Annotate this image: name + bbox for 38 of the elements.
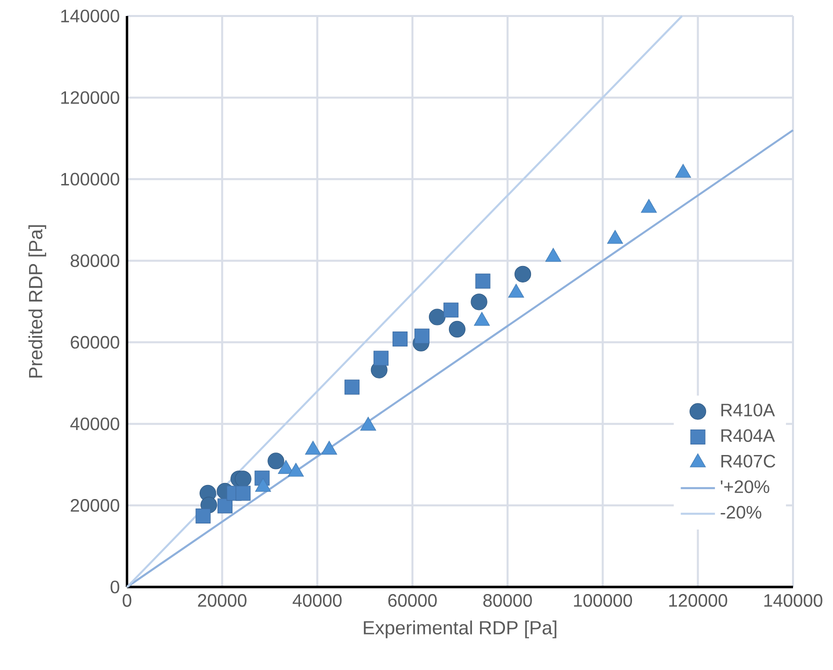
- legend-label: R407C: [721, 454, 776, 468]
- y-tick-label: 100000: [61, 172, 120, 186]
- x-tick-label: 0: [122, 594, 132, 607]
- point: [448, 320, 466, 338]
- point: [236, 486, 251, 501]
- x-tick-label: 20000: [198, 594, 246, 607]
- point: [428, 308, 446, 326]
- point: [344, 380, 360, 395]
- y-tick-label: 60000: [70, 336, 120, 349]
- x-tick-label: 60000: [388, 594, 437, 607]
- point: [218, 498, 232, 514]
- y-tick-label: 120000: [61, 91, 120, 104]
- x-axis-title: Experimental RDP [Pa]: [364, 620, 556, 638]
- legend-label: -20%: [720, 506, 762, 519]
- point: [443, 302, 458, 318]
- x-tick-label: 140000: [764, 594, 822, 607]
- legend-label: '+20%: [720, 480, 770, 494]
- point: [268, 452, 284, 470]
- legend-label: R404A: [721, 429, 775, 442]
- x-tick-label: 80000: [483, 594, 532, 607]
- y-axis-title: Predited RDP [Pa]: [28, 225, 46, 378]
- point: [234, 470, 252, 488]
- y-tick-label: 40000: [70, 417, 120, 430]
- legend-label: R410A: [721, 404, 775, 416]
- point: [475, 274, 490, 289]
- x-tick-label: 40000: [292, 594, 342, 607]
- x-tick-label: 100000: [574, 594, 632, 607]
- point: [514, 266, 532, 282]
- point: [392, 332, 408, 347]
- y-tick-label: 140000: [61, 10, 120, 22]
- y-tick-label: 0: [110, 580, 120, 594]
- y-tick-label: 20000: [70, 499, 120, 512]
- x-tick-label: 120000: [669, 594, 728, 607]
- point: [374, 350, 389, 366]
- point: [196, 508, 211, 524]
- point: [414, 328, 430, 344]
- point: [470, 294, 488, 310]
- y-tick-label: 80000: [70, 254, 120, 268]
